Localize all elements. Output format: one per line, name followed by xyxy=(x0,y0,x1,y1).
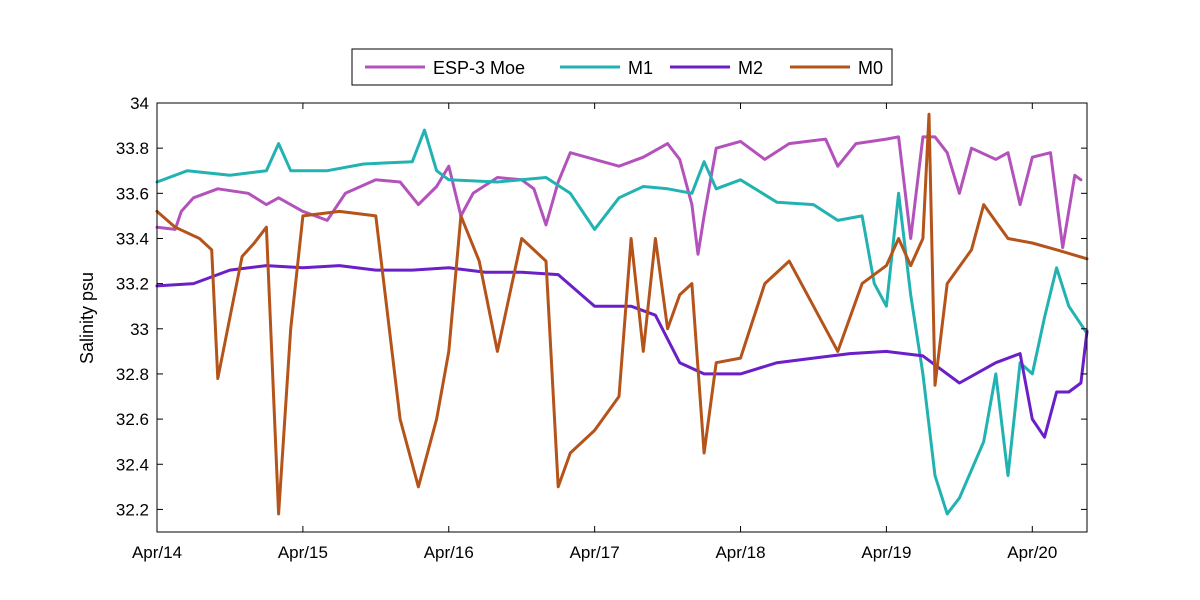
x-axis: Apr/14 Apr/15 Apr/16 Apr/17 Apr/18 Apr/19 Apr/… xyxy=(132,103,1057,562)
legend-label: M1 xyxy=(628,58,653,78)
x-tick-label: Apr/16 xyxy=(424,543,474,562)
legend-label: ESP-3 Moe xyxy=(433,58,525,78)
x-tick-label: Apr/18 xyxy=(715,543,765,562)
y-tick-label: 33.4 xyxy=(116,229,149,248)
x-tick-label: Apr/14 xyxy=(132,543,182,562)
y-tick-label: 33.6 xyxy=(116,184,149,203)
legend: ESP-3 Moe M1 M2 M0 xyxy=(351,48,893,86)
series-line-esp-3-moe xyxy=(155,135,1083,256)
plot-area xyxy=(157,103,1087,532)
y-tick-label: 32.6 xyxy=(116,410,149,429)
series-layer xyxy=(155,112,1089,516)
x-tick-label: Apr/20 xyxy=(1007,543,1057,562)
y-tick-label: 33 xyxy=(130,320,149,339)
series-line-m0 xyxy=(155,112,1089,516)
y-tick-label: 32.4 xyxy=(116,455,149,474)
plot-frame xyxy=(156,102,1088,533)
series-line-m2 xyxy=(155,264,1089,439)
legend-label: M2 xyxy=(738,58,763,78)
x-tick-label: Apr/17 xyxy=(570,543,620,562)
y-tick-label: 33.8 xyxy=(116,139,149,158)
y-axis: 32.2 32.4 32.6 32.8 33 33.2 33.4 33.6 33.8 34 xyxy=(116,94,1087,519)
y-tick-label: 33.2 xyxy=(116,275,149,294)
x-tick-label: Apr/15 xyxy=(278,543,328,562)
x-tick-label: Apr/19 xyxy=(861,543,911,562)
y-tick-label: 34 xyxy=(130,94,149,113)
y-axis-label: Salinity psu xyxy=(77,272,97,364)
y-tick-label: 32.2 xyxy=(116,500,149,519)
y-tick-label: 32.8 xyxy=(116,365,149,384)
series-line-m1 xyxy=(155,128,1089,516)
legend-label: M0 xyxy=(858,58,883,78)
